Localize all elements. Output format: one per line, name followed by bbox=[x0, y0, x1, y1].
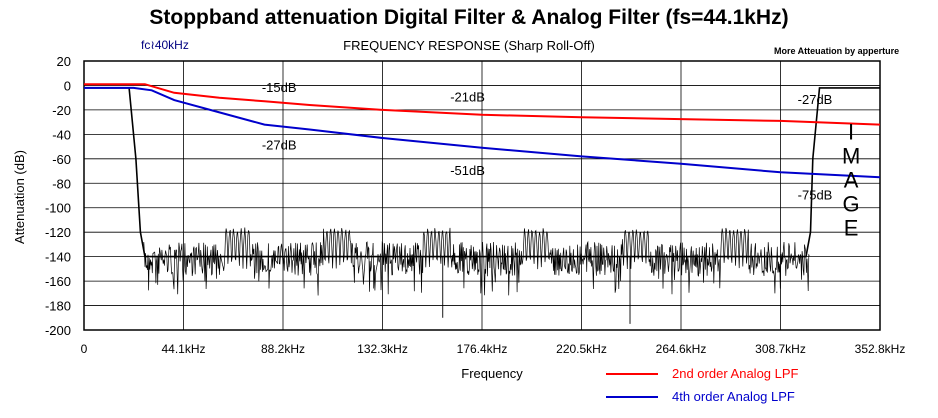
x-axis-ticks: 0 44.1kHz 88.2kHz 132.3kHz 176.4kHz 220.5kHz 2… bbox=[81, 342, 906, 356]
image-label-letter: G bbox=[843, 191, 860, 216]
y-tick-label: -100 bbox=[45, 201, 71, 216]
y-tick-label: 20 bbox=[57, 54, 71, 69]
4th-order-analog-lpf-line bbox=[84, 86, 881, 179]
annotation-label: -15dB bbox=[262, 80, 297, 95]
y-tick-label: -160 bbox=[45, 274, 71, 289]
annotation-label: -27dB bbox=[798, 92, 833, 107]
legend: 2nd order Analog LPF 4th order Analog LP… bbox=[606, 366, 799, 404]
y-axis-ticks: 20 0 -20 -40 -60 -80 -100 -120 -140 -160 -180 -200 bbox=[45, 54, 71, 338]
y-tick-label: -60 bbox=[52, 152, 71, 167]
stopband-noise bbox=[143, 227, 810, 324]
y-tick-label: -80 bbox=[52, 176, 71, 191]
x-tick-label: 132.3kHz bbox=[357, 342, 408, 356]
legend-label-4th-order: 4th order Analog LPF bbox=[672, 389, 795, 404]
annotation-label: -21dB bbox=[450, 90, 485, 105]
annotations: -15dB -21dB -27dB -27dB -51dB -75dB bbox=[262, 80, 833, 203]
y-tick-label: -200 bbox=[45, 323, 71, 338]
aperture-note: More Atteuation by apperture bbox=[774, 46, 900, 56]
y-tick-label: -120 bbox=[45, 225, 71, 240]
chart-subtitle: FREQUENCY RESPONSE (Sharp Roll-Off) bbox=[343, 38, 595, 53]
image-label-letter: M bbox=[842, 143, 860, 168]
y-tick-label: -180 bbox=[45, 299, 71, 314]
image-label-letter: E bbox=[844, 215, 859, 240]
x-tick-label: 352.8kHz bbox=[855, 342, 906, 356]
cutoff-frequency-label: fc≀40kHz bbox=[141, 38, 189, 52]
annotation-label: -27dB bbox=[262, 137, 297, 152]
plot-frame bbox=[83, 60, 881, 331]
legend-label-2nd-order: 2nd order Analog LPF bbox=[672, 366, 799, 381]
x-tick-label: 44.1kHz bbox=[161, 342, 205, 356]
image-label-letter: I bbox=[848, 119, 854, 144]
image-label-letter: A bbox=[844, 167, 859, 192]
x-tick-label: 176.4kHz bbox=[457, 342, 508, 356]
x-tick-label: 0 bbox=[81, 342, 88, 356]
y-tick-label: -140 bbox=[45, 250, 71, 265]
digital-filter-line bbox=[84, 87, 880, 258]
x-tick-label: 308.7kHz bbox=[755, 342, 806, 356]
stopband-noise-trace bbox=[143, 227, 810, 296]
y-tick-label: 0 bbox=[64, 78, 71, 93]
annotation-label: -75dB bbox=[798, 188, 833, 203]
x-tick-label: 264.6kHz bbox=[656, 342, 707, 356]
chart-title: Stoppband attenuation Digital Filter & A… bbox=[149, 6, 789, 29]
x-axis-label: Frequency bbox=[461, 366, 523, 381]
2nd-order-analog-lpf-line bbox=[84, 83, 881, 126]
series-lines bbox=[84, 83, 881, 258]
x-tick-label: 88.2kHz bbox=[261, 342, 305, 356]
y-tick-label: -20 bbox=[52, 103, 71, 118]
annotation-label: -51dB bbox=[450, 163, 485, 178]
y-axis-label: Attenuation (dB) bbox=[12, 150, 27, 244]
y-tick-label: -40 bbox=[52, 127, 71, 142]
x-tick-label: 220.5kHz bbox=[556, 342, 607, 356]
